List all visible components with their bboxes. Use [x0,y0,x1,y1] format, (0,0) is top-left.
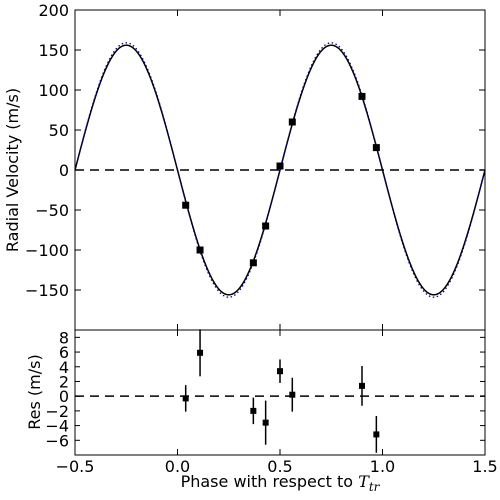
res-y-tick-label-6: 6 [59,343,69,362]
rv-y-tick-label-6: 150 [38,41,69,60]
residuals-ticks [74,330,486,455]
radial-velocity-y-tick-labels: −150 −100 −50 0 50 100 150 200 [25,1,69,300]
residual-point-5 [289,391,296,398]
res-x-tick-label-0: −0.5 [56,457,95,476]
rv-data-point-0 [182,201,190,209]
rv-data-point-7 [372,144,380,152]
rv-data-point-4 [276,162,284,170]
rv-y-tick-label-3: 0 [59,161,69,180]
rv-data-point-2 [249,259,257,267]
radial-velocity-panel: −150 −100 −50 0 50 100 150 200 Radial Velocity … [3,1,486,331]
res-x-tick-label-3: 1.0 [370,457,395,476]
residuals-plot-area [75,329,485,453]
res-y-tick-label-3: 0 [59,387,69,406]
rv-data-point-1 [196,246,204,254]
rv-data-point-3 [262,222,270,230]
rv-data-point-6 [358,92,366,100]
rv-y-tick-label-7: 200 [38,1,69,20]
rv-y-tick-label-5: 100 [38,81,69,100]
res-x-tick-label-2: 0.5 [267,457,292,476]
model-curve-solid [74,44,486,296]
x-axis-label: Phase with respect to Ttr [181,472,381,494]
rv-y-tick-label-2: −50 [35,201,69,220]
radial-velocity-plot-area [74,42,486,298]
res-y-tick-label-0: −6 [45,431,69,450]
residual-point-6 [359,382,365,389]
residual-point-7 [373,431,380,438]
residual-point-3 [262,419,269,426]
radial-velocity-y-axis-label: Radial Velocity (m/s) [3,88,22,252]
x-axis-label-symbol: T [358,472,370,491]
rv-y-tick-label-4: 50 [49,121,69,140]
res-y-tick-label-7: 8 [59,328,69,347]
res-y-tick-label-5: 4 [59,358,69,377]
res-x-tick-label-1: 0.0 [165,457,190,476]
radial-velocity-ticks [74,9,486,330]
res-y-tick-label-1: −4 [45,417,69,436]
res-y-tick-label-4: 2 [59,372,69,391]
res-y-tick-label-2: −2 [45,402,69,421]
x-axis-label-subscript: tr [369,480,381,494]
residual-point-4 [277,368,283,375]
residual-point-0 [182,395,189,402]
residual-point-1 [197,349,204,356]
residual-point-2 [250,407,257,414]
rv-data-point-5 [288,118,296,126]
rv-y-tick-label-1: −100 [25,241,69,260]
res-x-tick-label-4: 1.5 [472,457,497,476]
residuals-y-axis-label: Res (m/s) [25,354,44,429]
x-axis-label-text: Phase with respect to [181,472,359,491]
rv-y-tick-label-0: −150 [25,281,69,300]
residuals-x-tick-labels: −0.5 0.0 0.5 1.0 1.5 [56,457,498,476]
